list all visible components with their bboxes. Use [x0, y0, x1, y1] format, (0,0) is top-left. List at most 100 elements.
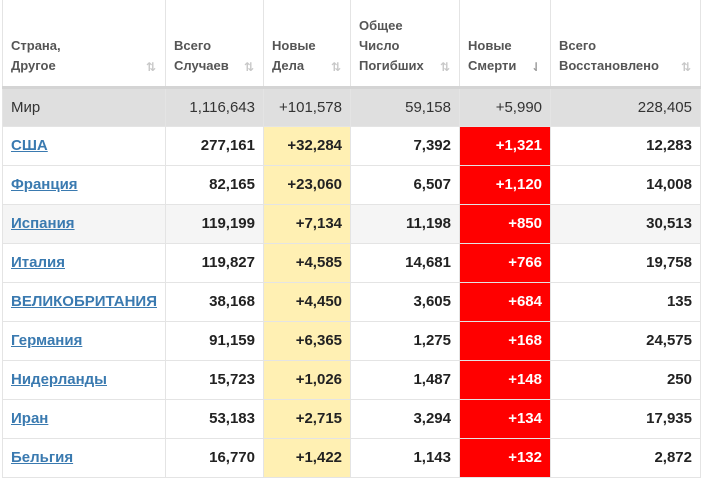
- new-cases-cell: +23,060: [263, 164, 351, 205]
- new-cases-cell: +1,422: [263, 437, 351, 478]
- table-row: Бельгия 16,770 +1,422 1,143 +132 2,872: [2, 437, 701, 478]
- country-cell: США: [2, 125, 166, 166]
- new-cases-cell: +4,450: [263, 281, 351, 322]
- table-row: Германия 91,159 +6,365 1,275 +168 24,575: [2, 320, 701, 361]
- total-recovered-cell: 14,008: [550, 164, 701, 205]
- column-header-label: Всего Случаев: [174, 37, 229, 73]
- country-cell: Мир: [2, 86, 166, 127]
- total-recovered-cell: 17,935: [550, 398, 701, 439]
- total-deaths-cell: 7,392: [350, 125, 460, 166]
- total-deaths-cell: 1,143: [350, 437, 460, 478]
- sort-icon[interactable]: ⇅: [680, 59, 692, 74]
- new-cases-cell: +1,026: [263, 359, 351, 400]
- total-cases-cell: 119,199: [165, 203, 264, 244]
- total-cases-cell: 119,827: [165, 242, 264, 283]
- table-header: Страна, Другое ⇅ Всего Случаев ⇅ Новые Дела…: [2, 0, 701, 88]
- new-deaths-cell: +766: [459, 242, 551, 283]
- new-deaths-cell: +134: [459, 398, 551, 439]
- total-cases-cell: 1,116,643: [165, 86, 264, 127]
- country-link[interactable]: Испания: [11, 215, 75, 232]
- column-header-label: Новые Смерти: [468, 37, 517, 73]
- country-link[interactable]: Бельгия: [11, 449, 74, 466]
- total-recovered-cell: 135: [550, 281, 701, 322]
- country-cell: Иран: [2, 398, 166, 439]
- total-deaths-cell: 59,158: [350, 86, 460, 127]
- total-recovered-cell: 12,283: [550, 125, 701, 166]
- country-cell: Франция: [2, 164, 166, 205]
- country-cell: Германия: [2, 320, 166, 361]
- table-row: Испания 119,199 +7,134 11,198 +850 30,513: [2, 203, 701, 244]
- table-row: Нидерланды 15,723 +1,026 1,487 +148 250: [2, 359, 701, 400]
- world-total-row: Мир 1,116,643 +101,578 59,158 +5,990 228…: [2, 86, 701, 127]
- country-link[interactable]: Иран: [11, 410, 49, 427]
- total-deaths-cell: 11,198: [350, 203, 460, 244]
- sort-descending-icon[interactable]: ⇃: [530, 59, 542, 74]
- column-header-total-cases[interactable]: Всего Случаев ⇅: [165, 0, 264, 88]
- column-header-label: Новые Дела: [272, 37, 316, 73]
- country-link[interactable]: США: [11, 137, 48, 154]
- total-recovered-cell: 24,575: [550, 320, 701, 361]
- new-cases-cell: +4,585: [263, 242, 351, 283]
- column-header-total-recovered[interactable]: Всего Восстановлено ⇅: [550, 0, 701, 88]
- table-row: ВЕЛИКОБРИТАНИЯ 38,168 +4,450 3,605 +684 135: [2, 281, 701, 322]
- new-cases-cell: +2,715: [263, 398, 351, 439]
- country-cell: ВЕЛИКОБРИТАНИЯ: [2, 281, 166, 322]
- country-link[interactable]: Нидерланды: [11, 371, 107, 388]
- new-cases-cell: +32,284: [263, 125, 351, 166]
- table-row: Иран 53,183 +2,715 3,294 +134 17,935: [2, 398, 701, 439]
- country-cell: Испания: [2, 203, 166, 244]
- new-deaths-cell: +5,990: [459, 86, 551, 127]
- country-link[interactable]: Германия: [11, 332, 83, 349]
- new-deaths-cell: +148: [459, 359, 551, 400]
- column-header-label: Всего Восстановлено: [559, 37, 659, 73]
- sort-icon[interactable]: ⇅: [439, 59, 451, 74]
- total-deaths-cell: 3,294: [350, 398, 460, 439]
- country-link[interactable]: Франция: [11, 176, 78, 193]
- column-header-label: Страна, Другое: [11, 37, 61, 73]
- total-cases-cell: 91,159: [165, 320, 264, 361]
- new-deaths-cell: +850: [459, 203, 551, 244]
- total-recovered-cell: 19,758: [550, 242, 701, 283]
- table-row: США 277,161 +32,284 7,392 +1,321 12,283: [2, 125, 701, 166]
- total-cases-cell: 38,168: [165, 281, 264, 322]
- total-recovered-cell: 2,872: [550, 437, 701, 478]
- new-cases-cell: +101,578: [263, 86, 351, 127]
- new-cases-cell: +6,365: [263, 320, 351, 361]
- total-cases-cell: 16,770: [165, 437, 264, 478]
- total-cases-cell: 277,161: [165, 125, 264, 166]
- column-header-label: Общее Число Погибших: [359, 17, 424, 73]
- total-cases-cell: 15,723: [165, 359, 264, 400]
- new-deaths-cell: +1,120: [459, 164, 551, 205]
- table-body: Мир 1,116,643 +101,578 59,158 +5,990 228…: [2, 86, 701, 478]
- new-cases-cell: +7,134: [263, 203, 351, 244]
- table-row: Франция 82,165 +23,060 6,507 +1,120 14,008: [2, 164, 701, 205]
- total-recovered-cell: 228,405: [550, 86, 701, 127]
- country-cell: Италия: [2, 242, 166, 283]
- sort-icon[interactable]: ⇅: [330, 59, 342, 74]
- sort-icon[interactable]: ⇅: [243, 59, 255, 74]
- new-deaths-cell: +168: [459, 320, 551, 361]
- total-deaths-cell: 1,275: [350, 320, 460, 361]
- total-recovered-cell: 250: [550, 359, 701, 400]
- column-header-new-cases[interactable]: Новые Дела ⇅: [263, 0, 351, 88]
- column-header-new-deaths[interactable]: Новые Смерти ⇃: [459, 0, 551, 88]
- sort-icon[interactable]: ⇅: [145, 59, 157, 74]
- total-deaths-cell: 14,681: [350, 242, 460, 283]
- total-deaths-cell: 6,507: [350, 164, 460, 205]
- new-deaths-cell: +132: [459, 437, 551, 478]
- total-cases-cell: 82,165: [165, 164, 264, 205]
- total-recovered-cell: 30,513: [550, 203, 701, 244]
- column-header-country[interactable]: Страна, Другое ⇅: [2, 0, 166, 88]
- new-deaths-cell: +1,321: [459, 125, 551, 166]
- total-cases-cell: 53,183: [165, 398, 264, 439]
- column-header-total-deaths[interactable]: Общее Число Погибших ⇅: [350, 0, 460, 88]
- country-link[interactable]: Италия: [11, 254, 65, 271]
- total-deaths-cell: 1,487: [350, 359, 460, 400]
- new-deaths-cell: +684: [459, 281, 551, 322]
- country-cell: Бельгия: [2, 437, 166, 478]
- country-cell: Нидерланды: [2, 359, 166, 400]
- total-deaths-cell: 3,605: [350, 281, 460, 322]
- country-link[interactable]: ВЕЛИКОБРИТАНИЯ: [11, 293, 157, 310]
- table-row: Италия 119,827 +4,585 14,681 +766 19,758: [2, 242, 701, 283]
